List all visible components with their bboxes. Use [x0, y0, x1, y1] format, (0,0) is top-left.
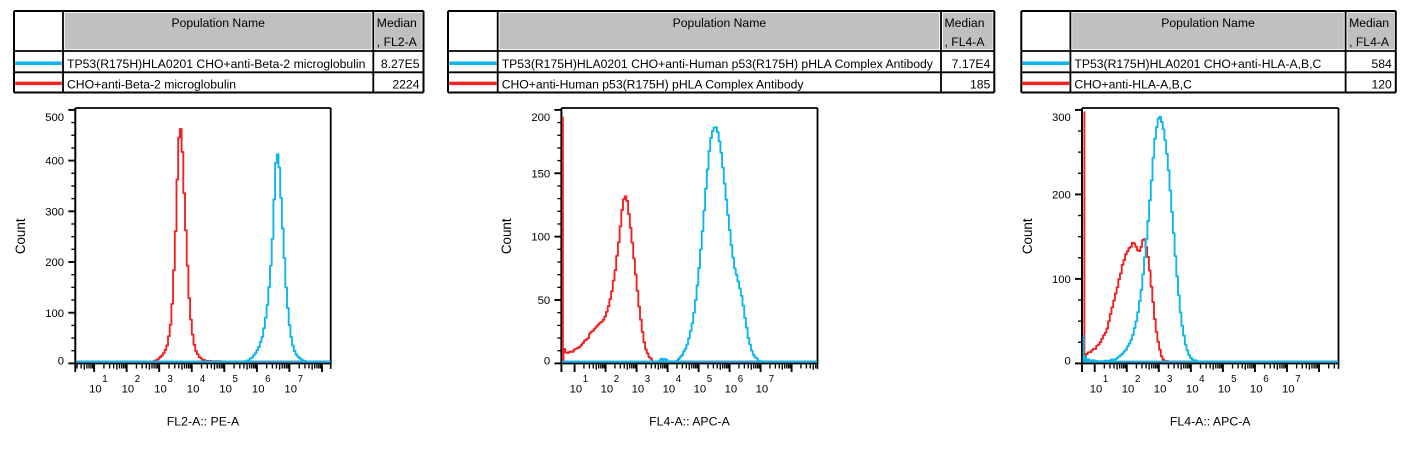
svg-text:10: 10: [663, 383, 676, 395]
svg-text:FL2-A:: PE-A: FL2-A:: PE-A: [167, 415, 240, 429]
svg-text:2: 2: [1135, 374, 1140, 385]
svg-text:1: 1: [1103, 374, 1108, 385]
svg-text:5: 5: [233, 374, 238, 385]
svg-text:10: 10: [1186, 383, 1199, 395]
svg-text:Median: Median: [377, 16, 417, 30]
svg-text:0: 0: [544, 356, 550, 368]
svg-text:1: 1: [102, 374, 107, 385]
svg-text:6: 6: [738, 374, 743, 385]
svg-text:7: 7: [298, 374, 303, 385]
svg-text:10: 10: [1090, 383, 1103, 395]
svg-text:3: 3: [167, 374, 172, 385]
svg-text:200: 200: [45, 257, 64, 269]
svg-text:, FL4-A: , FL4-A: [1349, 35, 1390, 49]
svg-text:10: 10: [219, 383, 232, 395]
svg-text:10: 10: [756, 383, 769, 395]
svg-text:0: 0: [58, 356, 64, 368]
svg-text:Median: Median: [945, 16, 985, 30]
svg-text:10: 10: [122, 383, 135, 395]
svg-text:50: 50: [538, 295, 551, 307]
svg-text:400: 400: [45, 156, 64, 168]
svg-text:200: 200: [531, 112, 550, 124]
svg-text:10: 10: [1282, 383, 1295, 395]
svg-text:10: 10: [1218, 383, 1231, 395]
svg-text:10: 10: [252, 383, 265, 395]
svg-text:Count: Count: [13, 218, 28, 254]
svg-text:TP53(R175H)HLA0201 CHO+anti-HL: TP53(R175H)HLA0201 CHO+anti-HLA-A,B,C: [1074, 57, 1321, 71]
svg-text:10: 10: [1250, 383, 1263, 395]
svg-text:5: 5: [707, 374, 712, 385]
svg-text:Median: Median: [1349, 16, 1389, 30]
svg-text:10: 10: [1122, 383, 1135, 395]
svg-text:500: 500: [45, 112, 64, 124]
svg-text:10: 10: [89, 383, 102, 395]
svg-text:584: 584: [1371, 57, 1392, 71]
svg-text:5: 5: [1231, 374, 1236, 385]
svg-text:7.17E4: 7.17E4: [952, 57, 991, 71]
svg-text:10: 10: [187, 383, 200, 395]
svg-text:300: 300: [45, 206, 64, 218]
svg-text:FL4-A:: APC-A: FL4-A:: APC-A: [1170, 415, 1251, 429]
svg-text:300: 300: [1052, 112, 1071, 124]
svg-text:, FL2-A: , FL2-A: [377, 35, 418, 49]
svg-text:Population Name: Population Name: [1161, 16, 1255, 30]
svg-text:10: 10: [154, 383, 167, 395]
svg-text:4: 4: [200, 374, 206, 385]
svg-text:0: 0: [1065, 356, 1071, 368]
svg-text:4: 4: [1199, 374, 1205, 385]
svg-text:120: 120: [1371, 78, 1392, 92]
svg-text:4: 4: [676, 374, 682, 385]
svg-text:Population Name: Population Name: [673, 16, 767, 30]
svg-text:2224: 2224: [392, 78, 419, 92]
svg-text:7: 7: [1295, 374, 1300, 385]
svg-text:6: 6: [265, 374, 270, 385]
svg-text:3: 3: [1167, 374, 1172, 385]
svg-text:TP53(R175H)HLA0201 CHO+anti-Hu: TP53(R175H)HLA0201 CHO+anti-Human p53(R1…: [502, 57, 934, 71]
svg-text:10: 10: [632, 383, 645, 395]
svg-text:FL4-A:: APC-A: FL4-A:: APC-A: [649, 415, 730, 429]
svg-text:150: 150: [531, 168, 550, 180]
svg-text:10: 10: [694, 383, 707, 395]
svg-text:Population Name: Population Name: [171, 16, 265, 30]
svg-text:8.27E5: 8.27E5: [381, 57, 420, 71]
svg-text:CHO+anti-HLA-A,B,C: CHO+anti-HLA-A,B,C: [1074, 78, 1192, 92]
svg-text:Count: Count: [1020, 218, 1035, 254]
svg-text:10: 10: [601, 383, 614, 395]
svg-text:6: 6: [1263, 374, 1268, 385]
svg-text:2: 2: [614, 374, 619, 385]
svg-text:200: 200: [1052, 190, 1071, 202]
svg-text:CHO+anti-Beta-2 microglobulin: CHO+anti-Beta-2 microglobulin: [67, 78, 236, 92]
svg-text:2: 2: [135, 374, 140, 385]
svg-text:10: 10: [725, 383, 738, 395]
svg-text:TP53(R175H)HLA0201 CHO+anti-Be: TP53(R175H)HLA0201 CHO+anti-Beta-2 micro…: [67, 57, 365, 71]
svg-text:3: 3: [645, 374, 650, 385]
svg-text:10: 10: [570, 383, 583, 395]
svg-text:185: 185: [970, 78, 991, 92]
svg-text:100: 100: [45, 308, 64, 320]
svg-text:1: 1: [583, 374, 588, 385]
svg-text:100: 100: [531, 232, 550, 244]
svg-text:Count: Count: [499, 218, 514, 254]
svg-text:100: 100: [1052, 274, 1071, 286]
svg-text:7: 7: [769, 374, 774, 385]
svg-text:10: 10: [1154, 383, 1167, 395]
svg-text:CHO+anti-Human p53(R175H) pHLA: CHO+anti-Human p53(R175H) pHLA Complex A…: [502, 78, 805, 92]
svg-text:, FL4-A: , FL4-A: [945, 35, 986, 49]
svg-text:10: 10: [284, 383, 297, 395]
